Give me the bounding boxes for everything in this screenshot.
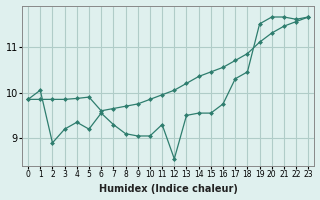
X-axis label: Humidex (Indice chaleur): Humidex (Indice chaleur)	[99, 184, 238, 194]
